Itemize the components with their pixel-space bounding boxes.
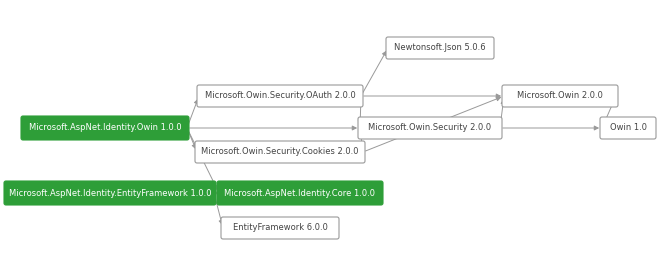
FancyBboxPatch shape	[4, 181, 216, 205]
Text: Microsoft.AspNet.Identity.EntityFramework 1.0.0: Microsoft.AspNet.Identity.EntityFramewor…	[9, 188, 211, 197]
FancyBboxPatch shape	[195, 141, 365, 163]
Text: Microsoft.AspNet.Identity.Owin 1.0.0: Microsoft.AspNet.Identity.Owin 1.0.0	[29, 123, 181, 133]
Text: Microsoft.Owin.Security 2.0.0: Microsoft.Owin.Security 2.0.0	[368, 123, 492, 133]
Text: Microsoft.Owin.Security.OAuth 2.0.0: Microsoft.Owin.Security.OAuth 2.0.0	[204, 92, 356, 100]
Text: Microsoft.Owin.Security.Cookies 2.0.0: Microsoft.Owin.Security.Cookies 2.0.0	[201, 147, 359, 157]
Text: Microsoft.Owin 2.0.0: Microsoft.Owin 2.0.0	[517, 92, 603, 100]
Text: EntityFramework 6.0.0: EntityFramework 6.0.0	[232, 224, 328, 232]
FancyBboxPatch shape	[217, 181, 383, 205]
FancyBboxPatch shape	[502, 85, 618, 107]
Text: Owin 1.0: Owin 1.0	[609, 123, 647, 133]
FancyBboxPatch shape	[600, 117, 656, 139]
FancyBboxPatch shape	[386, 37, 494, 59]
FancyBboxPatch shape	[197, 85, 363, 107]
FancyBboxPatch shape	[358, 117, 502, 139]
FancyBboxPatch shape	[221, 217, 339, 239]
FancyBboxPatch shape	[21, 116, 189, 140]
Text: Microsoft.AspNet.Identity.Core 1.0.0: Microsoft.AspNet.Identity.Core 1.0.0	[224, 188, 376, 197]
Text: Newtonsoft.Json 5.0.6: Newtonsoft.Json 5.0.6	[394, 43, 486, 52]
